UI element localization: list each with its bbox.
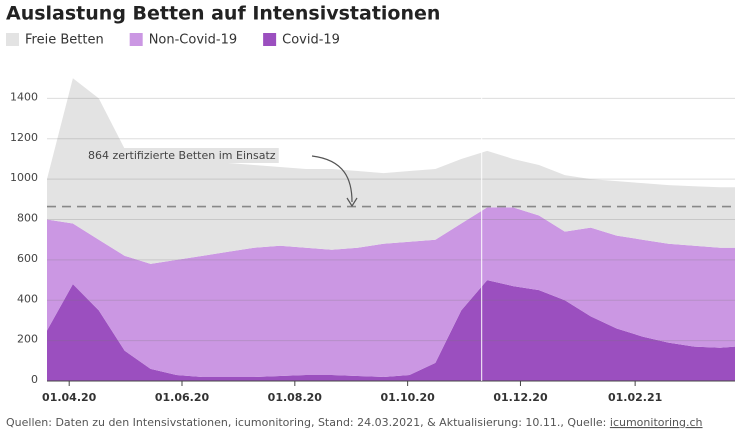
legend-swatch	[6, 33, 19, 46]
y-tick-label: 1000	[10, 171, 38, 184]
area	[47, 280, 735, 381]
x-tick-label: 01.02.21	[608, 391, 662, 404]
source-link[interactable]: icumonitoring.ch	[610, 416, 703, 429]
y-tick-label: 1400	[10, 90, 38, 103]
chart-title: Auslastung Betten auf Intensivstationen	[6, 3, 440, 25]
x-tick-label: 01.12.20	[493, 391, 548, 404]
source: Quellen: Daten zu den Intensivstationen,…	[6, 416, 610, 429]
y-tick-label: 0	[31, 373, 38, 386]
y-tick-label: 200	[17, 333, 38, 346]
reference-label: 864 zertifizierte Betten im Einsatz	[88, 149, 276, 162]
legend-label: Covid-19	[282, 33, 340, 48]
y-tick-label: 1200	[10, 131, 38, 144]
x-tick-label: 01.10.20	[381, 391, 436, 404]
annotation-arrowhead	[346, 197, 358, 208]
area	[47, 78, 735, 264]
area	[47, 207, 735, 377]
y-tick-label: 600	[17, 252, 38, 265]
x-tick-label: 01.08.20	[268, 391, 323, 404]
x-tick-label: 01.04.20	[42, 391, 97, 404]
annotation-arrow	[311, 155, 353, 203]
legend-swatch	[129, 33, 143, 46]
legend-swatch	[263, 33, 277, 46]
footer: Quellen: Daten zu den Intensivstationen,…	[6, 416, 703, 429]
reference-label-bg	[85, 148, 279, 163]
y-tick-label: 400	[17, 292, 38, 305]
legend-label: Freie Betten	[25, 33, 104, 48]
legend-label: Non-Covid-19	[149, 33, 237, 48]
y-tick-label: 800	[17, 212, 38, 225]
x-tick-label: 01.06.20	[155, 391, 210, 404]
plot: 0 200 400 600 800 1000 1200 1400 01.04.20 01.06.2…	[10, 58, 735, 404]
